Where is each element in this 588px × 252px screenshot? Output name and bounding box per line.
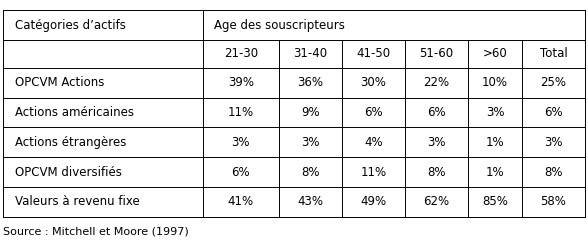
Text: 62%: 62% bbox=[423, 195, 449, 208]
Text: 3%: 3% bbox=[232, 136, 250, 149]
Text: 6%: 6% bbox=[427, 106, 446, 119]
Text: 3%: 3% bbox=[544, 136, 563, 149]
Text: >60: >60 bbox=[483, 47, 507, 60]
Text: OPCVM diversifiés: OPCVM diversifiés bbox=[15, 166, 122, 179]
Text: 51-60: 51-60 bbox=[419, 47, 453, 60]
Text: 10%: 10% bbox=[482, 76, 508, 89]
Text: OPCVM Actions: OPCVM Actions bbox=[15, 76, 104, 89]
Text: 8%: 8% bbox=[427, 166, 446, 179]
Text: Catégories d’actifs: Catégories d’actifs bbox=[15, 19, 126, 32]
Text: Actions américaines: Actions américaines bbox=[15, 106, 134, 119]
Text: 43%: 43% bbox=[298, 195, 323, 208]
Text: Valeurs à revenu fixe: Valeurs à revenu fixe bbox=[15, 195, 140, 208]
Text: 25%: 25% bbox=[540, 76, 567, 89]
Text: Actions étrangères: Actions étrangères bbox=[15, 136, 126, 149]
Text: 58%: 58% bbox=[540, 195, 566, 208]
Text: 3%: 3% bbox=[301, 136, 319, 149]
Text: 22%: 22% bbox=[423, 76, 449, 89]
Text: Total: Total bbox=[540, 47, 567, 60]
Text: 1%: 1% bbox=[486, 136, 505, 149]
Text: 11%: 11% bbox=[228, 106, 254, 119]
Text: 3%: 3% bbox=[486, 106, 504, 119]
Text: 21-30: 21-30 bbox=[224, 47, 258, 60]
Text: 11%: 11% bbox=[360, 166, 386, 179]
Text: 8%: 8% bbox=[544, 166, 563, 179]
Text: 6%: 6% bbox=[544, 106, 563, 119]
Text: 8%: 8% bbox=[301, 166, 319, 179]
Text: 41%: 41% bbox=[228, 195, 254, 208]
Text: 6%: 6% bbox=[364, 106, 383, 119]
Text: Age des souscripteurs: Age des souscripteurs bbox=[214, 19, 345, 32]
Text: 3%: 3% bbox=[427, 136, 446, 149]
Text: 36%: 36% bbox=[298, 76, 323, 89]
Text: 30%: 30% bbox=[360, 76, 386, 89]
Text: 41-50: 41-50 bbox=[356, 47, 390, 60]
Text: 85%: 85% bbox=[482, 195, 508, 208]
Text: 39%: 39% bbox=[228, 76, 254, 89]
Text: Source : Mitchell et Moore (1997): Source : Mitchell et Moore (1997) bbox=[3, 227, 189, 237]
Text: 6%: 6% bbox=[232, 166, 250, 179]
Text: 9%: 9% bbox=[301, 106, 319, 119]
Text: 49%: 49% bbox=[360, 195, 386, 208]
Text: 31-40: 31-40 bbox=[293, 47, 328, 60]
Text: 4%: 4% bbox=[364, 136, 383, 149]
Text: 1%: 1% bbox=[486, 166, 505, 179]
